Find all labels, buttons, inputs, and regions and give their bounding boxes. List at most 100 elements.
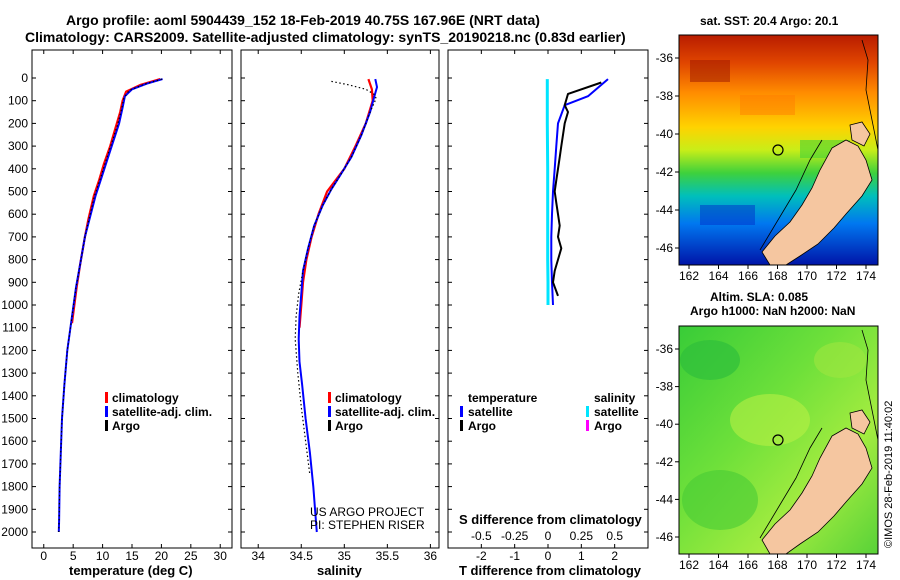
x-tick-label: 35.5	[376, 549, 400, 563]
legend-label-climatology: climatology	[335, 391, 402, 405]
project-credit: US ARGO PROJECT	[310, 505, 425, 519]
legend-swatch-climatology	[105, 392, 108, 403]
x-tick-label: 20	[155, 549, 169, 563]
difference-legend: temperature satellite Argo salinity sate…	[460, 391, 639, 433]
s-tick-label: -0.5	[471, 529, 492, 543]
lat-tick-label: -46	[656, 241, 674, 255]
s-tick-label: 0.5	[606, 529, 623, 543]
south-island-land	[761, 139, 873, 265]
legend-label-satellite: satellite-adj. clim.	[335, 405, 435, 419]
lat-tick-label: -44	[656, 492, 674, 506]
series-line-t-satellite	[550, 78, 609, 306]
lon-tick-label: 170	[797, 269, 817, 283]
s-difference-x-axis: -0.5 -0.25 0 0.25 0.5	[471, 529, 623, 543]
x-tick-label: 35	[338, 549, 352, 563]
legend-swatch-argo	[328, 420, 331, 431]
legend-label-climatology: climatology	[112, 391, 179, 405]
legend-swatch-satellite	[328, 406, 331, 417]
lon-tick-label: 164	[708, 269, 728, 283]
sla-map-title-line2: Argo h1000: NaN h2000: NaN	[690, 304, 855, 318]
series-line-climatology	[70, 78, 161, 324]
lat-tick-label: -40	[656, 417, 674, 431]
lon-tick-label: 174	[856, 558, 876, 572]
lat-tick-label: -42	[656, 165, 674, 179]
bathymetry-contour	[759, 139, 823, 251]
temperature-series	[57, 78, 163, 533]
sla-patch	[680, 340, 740, 380]
pressure-tick-label: 100	[8, 94, 28, 108]
lon-tick-label: 172	[826, 558, 846, 572]
series-line-argo	[58, 78, 163, 533]
pressure-tick-label: 1100	[2, 321, 28, 335]
series-line-argo	[294, 80, 377, 476]
lat-tick-label: -36	[656, 51, 674, 65]
sst-map-frame	[678, 34, 879, 266]
sst-map	[679, 35, 878, 265]
legend-label-s-argo: Argo	[594, 419, 622, 433]
lat-tick-label: -42	[656, 455, 674, 469]
south-island-land	[761, 427, 873, 554]
bathymetry-contour	[759, 427, 823, 539]
pressure-tick-label: 1300	[1, 366, 28, 380]
lon-tick-label: 172	[826, 269, 846, 283]
pressure-tick-label: 2000	[1, 525, 28, 539]
temperature-x-axis: 0 5 10 15 20 25 30	[40, 50, 227, 563]
pressure-tick-label: 800	[8, 253, 28, 267]
sla-patch	[682, 470, 758, 530]
figure-title-line1: Argo profile: aoml 5904439_152 18-Feb-20…	[66, 12, 540, 28]
sla-patch	[814, 342, 866, 378]
north-island-tip	[849, 409, 871, 435]
salinity-axis-label: salinity	[317, 563, 363, 578]
temperature-axis-label: temperature (deg C)	[69, 563, 193, 578]
x-tick-label: 5	[70, 549, 77, 563]
lat-tick-label: -38	[656, 380, 674, 394]
lon-tick-label: 162	[679, 558, 699, 572]
pressure-tick-label: 500	[8, 185, 28, 199]
pressure-tick-label: 600	[8, 207, 28, 221]
legend-label-t-argo: Argo	[468, 419, 496, 433]
lon-tick-label: 170	[797, 558, 817, 572]
legend-swatch-s-satellite	[586, 406, 589, 417]
pressure-tick-label: 700	[8, 230, 28, 244]
legend-label-argo: Argo	[112, 419, 140, 433]
temperature-legend: climatology satellite-adj. clim. Argo	[105, 391, 212, 433]
pressure-tick-label: 200	[8, 116, 28, 130]
legend-label-t-satellite: satellite	[468, 405, 513, 419]
sst-patch	[690, 60, 730, 82]
legend-label-satellite: satellite-adj. clim.	[112, 405, 212, 419]
pressure-tick-label: 1900	[1, 502, 28, 516]
series-line-satellite-adj-clim-	[57, 78, 163, 533]
argo-float-marker	[772, 144, 784, 156]
s-tick-label: -0.25	[501, 529, 529, 543]
pressure-tick-label: 1600	[1, 434, 28, 448]
pressure-tick-label: 1700	[1, 457, 28, 471]
x-tick-label: 15	[125, 549, 139, 563]
lon-tick-label: 164	[708, 558, 728, 572]
legend-swatch-s-argo	[586, 420, 589, 431]
t-difference-x-axis: -2 -1 0 1 2	[476, 50, 618, 563]
s-difference-axis-label: S difference from climatology	[459, 512, 643, 527]
x-tick-label: -2	[476, 549, 487, 563]
series-line-climatology	[298, 78, 374, 328]
pressure-tick-label: 0	[21, 71, 28, 85]
x-tick-label: 34	[252, 549, 266, 563]
legend-swatch-t-satellite	[460, 406, 463, 417]
sla-map-axes: -36 -38 -40 -42 -44 -46 162 164 166 168 170 172 174	[656, 342, 877, 572]
legend-title-salinity: salinity	[594, 391, 636, 405]
lon-tick-label: 168	[767, 269, 787, 283]
lon-tick-label: 166	[738, 558, 758, 572]
bathymetry-contour	[861, 329, 878, 441]
lat-tick-label: -38	[656, 89, 674, 103]
imos-stamp: ©IMOS 28-Feb-2019 11:40:02	[883, 401, 895, 548]
s-tick-label: 0	[545, 529, 552, 543]
bathymetry-contour	[861, 39, 878, 151]
pressure-tick-label: 400	[8, 162, 28, 176]
x-tick-label: 34.5	[290, 549, 314, 563]
series-line-s-satellite	[545, 79, 550, 305]
pi-credit: PI: STEPHEN RISER	[310, 518, 425, 532]
series-line-satellite-adj-clim-	[297, 78, 378, 533]
salinity-panel	[240, 49, 440, 549]
pressure-tick-label: 1500	[1, 412, 28, 426]
lon-tick-label: 174	[856, 269, 876, 283]
difference-series	[545, 78, 609, 306]
